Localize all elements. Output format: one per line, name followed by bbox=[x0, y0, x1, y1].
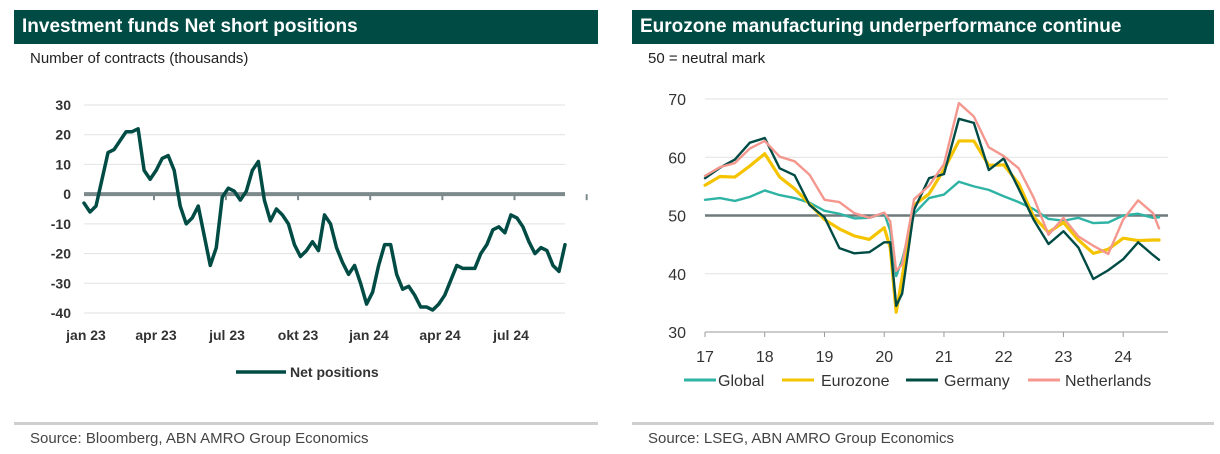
y-tick-label: 50 bbox=[668, 209, 686, 226]
series-line-netherlands bbox=[703, 101, 1161, 273]
y-tick-label: 0 bbox=[63, 186, 71, 202]
y-tick-label: 70 bbox=[668, 92, 686, 109]
x-tick-label: 20 bbox=[875, 349, 893, 366]
y-tick-label: 20 bbox=[55, 127, 71, 143]
legend-label-netherlands: Netherlands bbox=[1065, 373, 1151, 390]
x-tick-label: jul 23 bbox=[208, 327, 245, 343]
x-tick-label: apr 24 bbox=[419, 327, 460, 343]
legend-label-eurozone: Eurozone bbox=[821, 373, 890, 390]
legend-label-net-positions: Net positions bbox=[290, 364, 379, 380]
x-tick-label: 18 bbox=[756, 349, 774, 366]
right-chart-title: Eurozone manufacturing underperformance … bbox=[632, 10, 1214, 44]
y-tick-label: 30 bbox=[55, 97, 71, 113]
x-tick-label: 19 bbox=[816, 349, 834, 366]
x-tick-label: 24 bbox=[1114, 349, 1132, 366]
left-chart-title: Investment funds Net short positions bbox=[14, 10, 598, 44]
left-panel: Investment funds Net short positions Num… bbox=[14, 10, 598, 67]
y-tick-label: -30 bbox=[51, 275, 71, 291]
y-tick-label: 30 bbox=[668, 325, 686, 342]
x-tick-label: jan 23 bbox=[65, 327, 106, 343]
x-tick-label: jul 24 bbox=[492, 327, 529, 343]
left-source: Source: Bloomberg, ABN AMRO Group Econom… bbox=[30, 430, 369, 447]
left-chart: 30 20 10 0 -10 -20 -30 -40 jan 23 apr 23 jul 23 okt… bbox=[51, 97, 588, 380]
left-source-divider bbox=[14, 422, 598, 425]
x-tick-label: 21 bbox=[935, 349, 953, 366]
x-tick-label: 22 bbox=[995, 349, 1013, 366]
right-chart: 70 60 50 40 30 17 18 19 20 21 22 23 24 Global Eurozone… bbox=[668, 92, 1168, 390]
right-panel: Eurozone manufacturing underperformance … bbox=[632, 10, 1214, 67]
legend-label-global: Global bbox=[718, 373, 764, 390]
right-source: Source: LSEG, ABN AMRO Group Economics bbox=[648, 430, 954, 447]
x-tick-label: apr 23 bbox=[135, 327, 176, 343]
y-tick-label: -10 bbox=[51, 216, 71, 232]
series-line-eurozone bbox=[703, 139, 1161, 314]
series-line-net-positions bbox=[82, 127, 567, 312]
y-tick-label: -20 bbox=[51, 246, 71, 262]
left-chart-subtitle: Number of contracts (thousands) bbox=[30, 50, 249, 67]
right-chart-subtitle: 50 = neutral mark bbox=[648, 50, 766, 67]
y-tick-label: 60 bbox=[668, 150, 686, 167]
y-tick-label: 40 bbox=[668, 267, 686, 284]
y-tick-label: -40 bbox=[51, 305, 71, 321]
series-line-global bbox=[703, 180, 1161, 278]
y-tick-label: 10 bbox=[55, 156, 71, 172]
x-tick-label: 17 bbox=[696, 349, 714, 366]
x-tick-label: 23 bbox=[1055, 349, 1073, 366]
x-tick-label: okt 23 bbox=[278, 327, 319, 343]
x-tick-label: jan 24 bbox=[348, 327, 389, 343]
right-source-divider bbox=[632, 422, 1214, 425]
series-line-germany bbox=[703, 117, 1161, 307]
legend-label-germany: Germany bbox=[944, 373, 1010, 390]
